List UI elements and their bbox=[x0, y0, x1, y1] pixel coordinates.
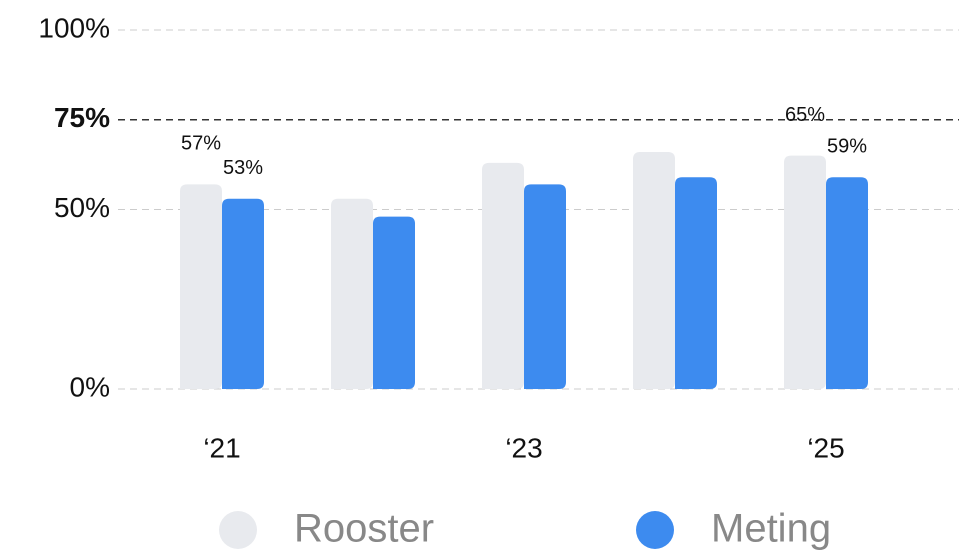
legend-swatch bbox=[636, 511, 674, 549]
x-tick-label: ‘21 bbox=[203, 432, 240, 463]
y-tick-label: 50% bbox=[54, 192, 110, 223]
data-label: 59% bbox=[827, 135, 867, 157]
y-tick-label: 75% bbox=[54, 102, 110, 133]
bar bbox=[482, 162, 524, 389]
x-tick-label: ‘23 bbox=[505, 432, 542, 463]
data-label: 53% bbox=[223, 157, 263, 179]
bar bbox=[222, 198, 264, 389]
data-label: 57% bbox=[181, 133, 221, 155]
bar bbox=[373, 216, 415, 389]
y-tick-label: 100% bbox=[38, 12, 110, 43]
bar bbox=[180, 184, 222, 389]
bar bbox=[784, 155, 826, 389]
legend-swatch bbox=[219, 511, 257, 549]
y-tick-label: 0% bbox=[70, 371, 110, 402]
x-tick-label: ‘25 bbox=[807, 432, 844, 463]
bar bbox=[675, 177, 717, 389]
bar bbox=[331, 198, 373, 389]
legend-label: Meting bbox=[711, 507, 831, 551]
bar bbox=[524, 184, 566, 389]
bar bbox=[826, 177, 868, 389]
data-label: 65% bbox=[785, 104, 825, 126]
bar bbox=[633, 152, 675, 389]
legend-label: Rooster bbox=[294, 507, 434, 551]
